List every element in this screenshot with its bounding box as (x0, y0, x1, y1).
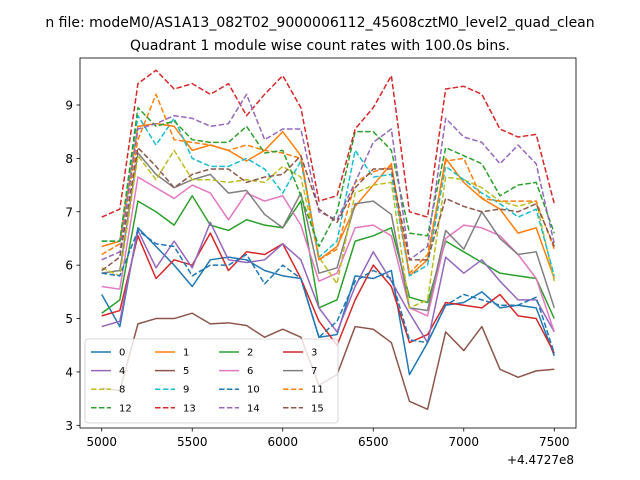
legend-item-9: 9 (155, 385, 189, 396)
series-line-15 (101, 146, 555, 272)
legend-label: 13 (183, 403, 196, 414)
x-axis-offset-label: +4.4727e8 (507, 453, 574, 467)
series-line-9 (101, 114, 556, 277)
plot-area: 5000 5500 6000 6500 7000 7500 3 4 5 6 7 8 9 +4.4727… (65, 57, 577, 467)
legend-item-5: 5 (155, 366, 189, 377)
y-tick-label: 7 (65, 205, 73, 219)
legend-item-8: 8 (91, 385, 125, 396)
legend-label: 10 (247, 385, 260, 396)
y-tick-label: 9 (65, 98, 73, 112)
legend-item-15: 15 (283, 403, 324, 414)
y-tick-label: 4 (65, 365, 73, 379)
legend-label: 8 (119, 385, 125, 396)
legend-label: 2 (247, 348, 253, 359)
y-tick-label: 6 (65, 259, 73, 273)
legend-label: 9 (183, 385, 189, 396)
x-tick-label: 7500 (539, 435, 570, 449)
y-tick-label: 5 (65, 312, 73, 326)
legend-label: 5 (183, 366, 189, 377)
series-line-14 (101, 93, 556, 261)
legend-item-2: 2 (219, 348, 253, 359)
legend-label: 6 (247, 366, 253, 377)
legend-label: 11 (311, 385, 324, 396)
series-line-1 (101, 122, 555, 279)
series-line-6 (101, 176, 555, 333)
legend-item-1: 1 (155, 348, 189, 359)
x-tick-label: 6500 (358, 435, 389, 449)
axes-frame (79, 57, 577, 429)
series-line-0 (101, 227, 555, 376)
series-line-3 (101, 232, 555, 354)
legend-item-0: 0 (91, 348, 125, 359)
y-tick-label: 8 (65, 152, 73, 166)
x-tick-label: 5500 (177, 435, 208, 449)
legend-label: 4 (119, 366, 125, 377)
x-tick-label: 7000 (448, 435, 479, 449)
x-tick-label: 6000 (267, 435, 298, 449)
series-line-13 (101, 69, 556, 218)
series-line-10 (101, 229, 555, 354)
series-line-2 (101, 195, 555, 319)
chart-title: Quadrant 1 module wise count rates with … (130, 38, 510, 54)
legend-label: 3 (311, 348, 317, 359)
y-axis: 3 4 5 6 7 8 9 (65, 98, 80, 433)
legend-box (84, 338, 339, 424)
legend-item-11: 11 (283, 385, 324, 396)
legend-item-14: 14 (219, 403, 260, 414)
series-line-8 (101, 149, 556, 309)
series-line-12 (101, 106, 555, 248)
legend-item-4: 4 (91, 366, 125, 377)
x-tick-label: 5000 (86, 435, 117, 449)
series-line-4 (101, 221, 555, 344)
legend-item-6: 6 (219, 366, 253, 377)
legend-item-7: 7 (283, 366, 317, 377)
legend-label: 7 (311, 366, 317, 377)
x-axis: 5000 5500 6000 6500 7000 7500 (86, 428, 570, 449)
y-tick-label: 3 (65, 419, 73, 433)
legend-label: 12 (119, 403, 132, 414)
legend-label: 1 (183, 348, 189, 359)
legend-label: 14 (247, 403, 260, 414)
series-layer (101, 69, 556, 411)
legend-label: 0 (119, 348, 125, 359)
legend-item-12: 12 (91, 403, 132, 414)
legend-item-10: 10 (219, 385, 260, 396)
legend-item-13: 13 (155, 403, 196, 414)
legend-item-3: 3 (283, 348, 317, 359)
series-line-11 (101, 93, 555, 274)
figure-suptitle: n file: modeM0/AS1A13_082T02_9000006112_… (45, 15, 594, 31)
legend-label: 15 (311, 403, 324, 414)
